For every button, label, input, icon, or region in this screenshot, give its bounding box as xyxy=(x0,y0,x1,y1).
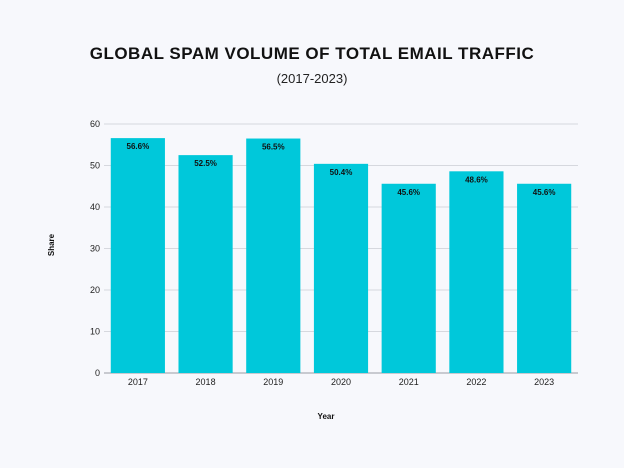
data-label-2018: 52.5% xyxy=(194,159,217,168)
chart-title: GLOBAL SPAM VOLUME OF TOTAL EMAIL TRAFFI… xyxy=(89,44,535,63)
bar-2022 xyxy=(449,171,504,373)
y-tick-label: 20 xyxy=(90,285,100,295)
data-label-2023: 45.6% xyxy=(533,188,556,197)
x-axis-ticks: 2017 2018 2019 2020 2021 2022 2023 xyxy=(128,377,554,387)
x-tick-label-2020: 2020 xyxy=(331,377,351,387)
data-labels: 56.6% 52.5% 56.5% 50.4% 45.6% 48.6% 45.6% xyxy=(127,142,556,197)
y-axis-title: Share xyxy=(47,233,56,256)
y-tick-label: 10 xyxy=(90,327,100,337)
y-tick-label: 50 xyxy=(90,161,100,171)
bar-2019 xyxy=(246,138,301,373)
data-label-2017: 56.6% xyxy=(127,142,150,151)
data-label-2020: 50.4% xyxy=(330,168,353,177)
bar-2020 xyxy=(313,163,369,373)
x-tick-label-2019: 2019 xyxy=(263,377,283,387)
x-tick-label-2018: 2018 xyxy=(196,377,216,387)
y-tick-label: 0 xyxy=(95,368,100,378)
x-tick-label-2023: 2023 xyxy=(534,377,554,387)
bar-2023 xyxy=(517,183,572,373)
x-tick-label-2022: 2022 xyxy=(466,377,486,387)
bar-2021 xyxy=(381,183,436,373)
y-axis-ticks: 0 10 20 30 40 50 60 xyxy=(90,119,100,378)
x-tick-label-2021: 2021 xyxy=(399,377,419,387)
data-label-2021: 45.6% xyxy=(397,188,420,197)
bars xyxy=(110,138,572,373)
data-label-2022: 48.6% xyxy=(465,175,488,184)
y-tick-label: 30 xyxy=(90,244,100,254)
y-tick-label: 60 xyxy=(90,119,100,129)
x-tick-label-2017: 2017 xyxy=(128,377,148,387)
x-axis-title: Year xyxy=(318,412,335,421)
bar-2017 xyxy=(110,138,165,373)
bar-2018 xyxy=(178,155,233,373)
chart-subtitle: (2017-2023) xyxy=(276,71,348,86)
y-tick-label: 40 xyxy=(90,202,100,212)
data-label-2019: 56.5% xyxy=(262,143,285,152)
